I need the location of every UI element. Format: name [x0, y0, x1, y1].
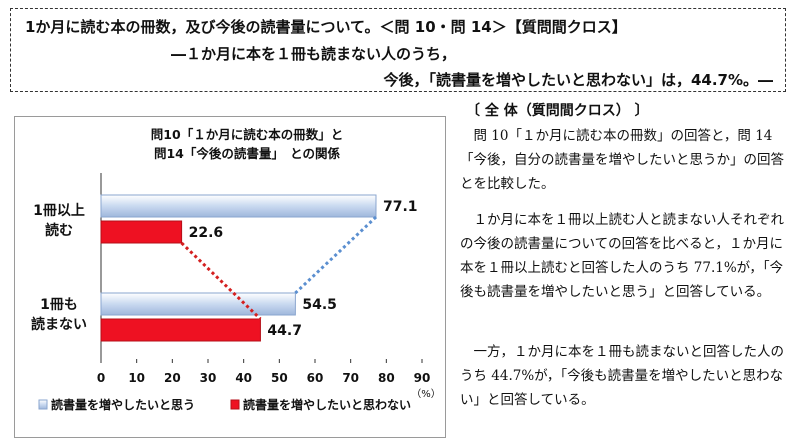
bar-chart: 問10「１か月に読む本の冊数」と 問14「今後の読書量」 との関係 77.1 54…	[31, 127, 441, 412]
paragraph-3: 一方，１か月に本を１冊も読まないと回答した人のうち 44.7%が，「今後も読書量…	[460, 344, 784, 408]
chart-panel: 問10「１か月に読む本の冊数」と 問14「今後の読書量」 との関係 77.1 54…	[14, 116, 446, 438]
plot-area: 77.1 54.5 22.6 44.7 1冊以上読む 1冊も読まない 0 10 20 30 40 50…	[31, 173, 441, 412]
data-label: 22.6	[189, 225, 224, 241]
x-axis-unit: （%）	[411, 388, 441, 400]
category-label: 読まない	[31, 316, 87, 333]
paragraph-2: １か月に本を１冊以上読む人と読まない人それぞれの今後の読書量についての回答を比べ…	[460, 212, 784, 300]
connector-line-no-increase	[180, 241, 262, 321]
category-label: 読む	[45, 222, 73, 239]
header-subtitle-line2: 今後，「読書量を増やしたいと思わない」は，44.7%。―	[383, 71, 773, 89]
category-label: 1冊も	[40, 297, 78, 313]
legend-swatch-no-increase	[230, 399, 240, 410]
connector-line-increase	[294, 215, 378, 295]
x-tick-label: 80	[378, 371, 395, 385]
header-subtitle-line1: ―１か月に本を１冊も読まない人のうち，	[171, 45, 457, 63]
x-tick-label: 30	[200, 371, 217, 385]
chart-title-line2: 問14「今後の読書量」 との関係	[154, 146, 341, 161]
x-tick-label: 70	[342, 371, 359, 385]
x-tick-label: 60	[307, 371, 324, 385]
bar-increase-1	[100, 292, 296, 316]
header-box: 1か月に読む本の冊数，及び今後の読書量について。＜問 10・問 14＞【質問間ク…	[10, 8, 786, 92]
data-label: 54.5	[302, 297, 337, 313]
x-tick-label: 0	[97, 371, 105, 385]
x-tick-label: 40	[235, 371, 252, 385]
x-tick-label: 10	[128, 371, 145, 385]
bar-no-increase-1	[100, 318, 261, 342]
bar-increase-0	[100, 194, 377, 218]
bar-no-increase-0	[100, 220, 183, 244]
data-label: 77.1	[383, 199, 418, 215]
legend-label-increase: 読書量を増やしたいと思う	[51, 397, 195, 412]
x-tick-label: 50	[271, 371, 288, 385]
x-tick-label: 90	[414, 371, 431, 385]
legend-swatch-increase	[38, 399, 48, 410]
x-tick-label: 20	[164, 371, 181, 385]
category-label: 1冊以上	[33, 203, 85, 219]
section-heading: 〔 全 体（質問間クロス） 〕	[466, 103, 649, 119]
header-title: 1か月に読む本の冊数，及び今後の読書量について。＜問 10・問 14＞【質問間ク…	[25, 18, 627, 36]
legend-label-no-increase: 読書量を増やしたいと思わない	[243, 397, 411, 412]
paragraph-1: 問 10「１か月に読む本の冊数」の回答と，問 14「今後，自分の読書量を増やした…	[460, 128, 784, 192]
chart-title-line1: 問10「１か月に読む本の冊数」と	[151, 127, 343, 142]
data-label: 44.7	[267, 323, 302, 339]
